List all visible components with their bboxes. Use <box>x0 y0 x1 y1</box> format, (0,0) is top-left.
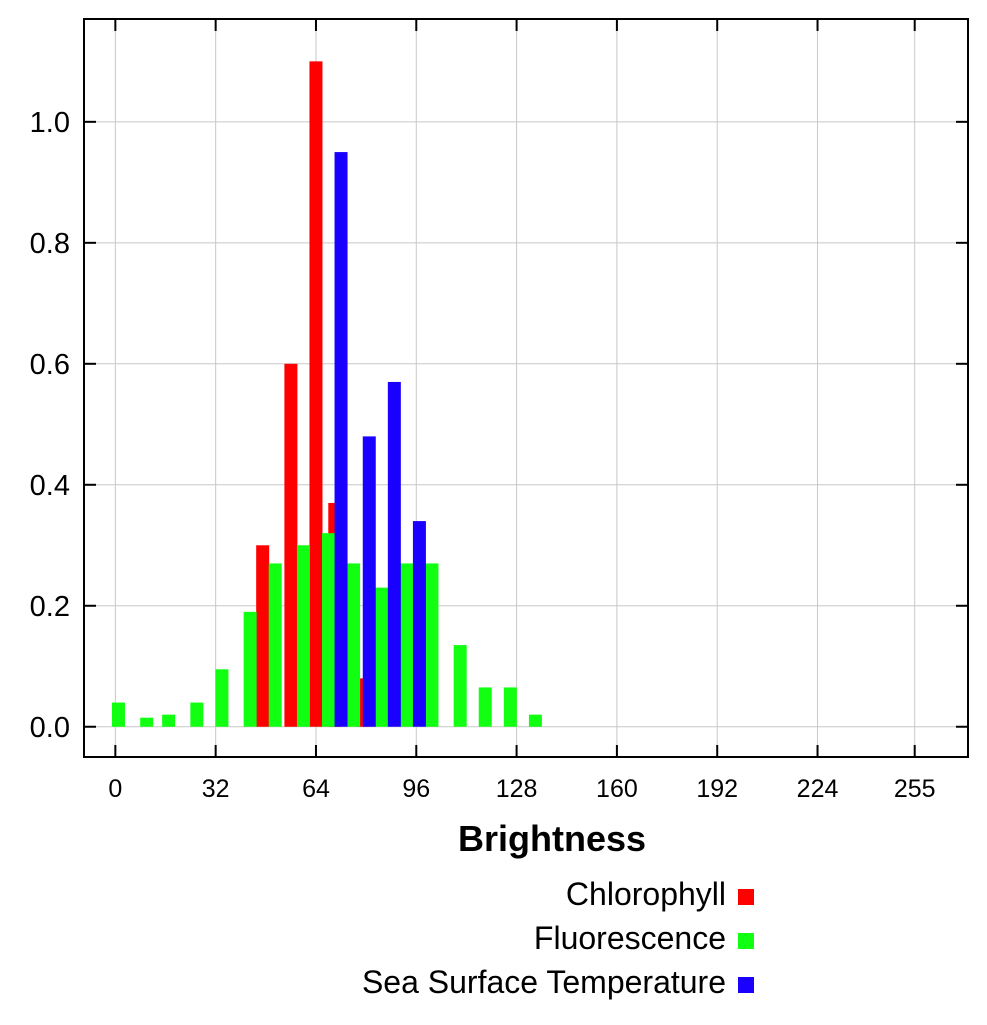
bar <box>453 645 467 727</box>
axis-ticks <box>84 19 968 757</box>
y-tick-label: 0.0 <box>30 712 70 744</box>
bar <box>478 687 492 727</box>
x-tick-label: 0 <box>108 775 122 803</box>
bar <box>309 61 323 727</box>
legend-swatch <box>738 933 754 949</box>
y-tick-label: 0.4 <box>30 470 70 502</box>
y-tick-label: 0.8 <box>30 228 70 260</box>
bar <box>387 381 401 727</box>
y-tick-label: 1.0 <box>30 107 70 139</box>
bar <box>412 521 426 727</box>
bar <box>362 436 376 727</box>
x-tick-label: 32 <box>202 775 230 803</box>
x-axis-title: Brightness <box>458 818 646 859</box>
bar <box>334 152 348 727</box>
bars <box>111 61 542 727</box>
legend-swatch <box>738 977 754 993</box>
bar <box>322 533 336 727</box>
bar <box>190 702 204 727</box>
x-tick-label: 224 <box>797 775 839 803</box>
bar <box>400 563 414 727</box>
bar <box>503 687 517 727</box>
bar <box>215 669 229 727</box>
bar <box>256 545 270 727</box>
plot-frame <box>83 18 969 758</box>
x-tick-label: 128 <box>496 775 538 803</box>
legend: Chlorophyll Fluorescence Sea Surface Tempe… <box>362 876 754 1000</box>
bar <box>140 717 154 727</box>
bar <box>162 714 176 727</box>
series-sea-surface-temperature <box>334 152 426 727</box>
bar <box>528 714 542 727</box>
bar <box>268 563 282 727</box>
bar <box>425 563 439 727</box>
grid-lines <box>84 19 968 757</box>
bar <box>375 587 389 727</box>
bar <box>284 363 298 727</box>
x-tick-label: 64 <box>302 775 330 803</box>
y-tick-label: 0.2 <box>30 591 70 623</box>
x-tick-label: 255 <box>894 775 936 803</box>
tick-labels: 0 32 64 96 128 160 192 224 255 0.0 0.2 0.4 0.6 0.8 1.0 <box>30 107 936 803</box>
legend-label: Sea Surface Temperature <box>362 964 726 1000</box>
bar <box>243 611 257 727</box>
bar <box>111 702 125 727</box>
bar <box>347 563 361 727</box>
x-tick-label: 192 <box>696 775 738 803</box>
legend-swatch <box>738 889 754 905</box>
legend-label: Fluorescence <box>534 920 726 956</box>
y-tick-label: 0.6 <box>30 349 70 381</box>
bar <box>296 545 310 727</box>
series-fluorescence <box>111 533 542 727</box>
x-tick-label: 96 <box>402 775 430 803</box>
legend-label: Chlorophyll <box>566 876 726 912</box>
x-tick-label: 160 <box>596 775 638 803</box>
